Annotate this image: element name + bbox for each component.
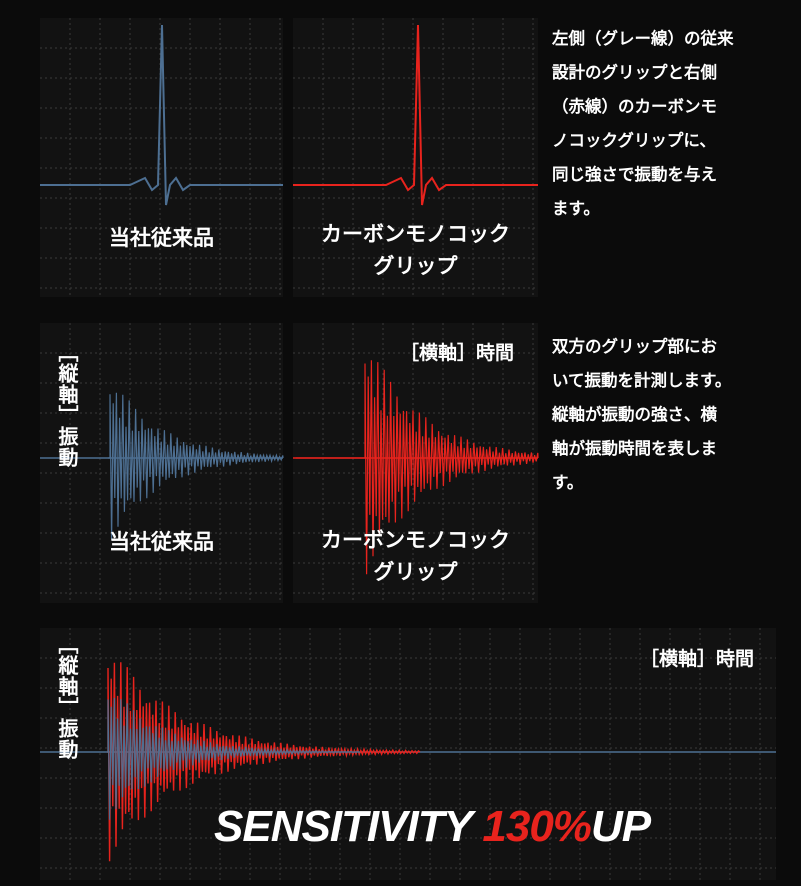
desc-line: ます。 xyxy=(552,199,600,218)
desc-line: 縦軸が振動の強さ、横 xyxy=(552,405,717,424)
desc-line: 設計のグリップと右側 xyxy=(552,63,717,82)
x-axis-label: ［横軸］時間 xyxy=(640,648,755,670)
desc-line: 同じ強さで振動を与え xyxy=(552,165,717,184)
desc-line: ノコックグリップに、 xyxy=(552,131,716,150)
left-label: 当社従来品 xyxy=(109,226,214,250)
red-wave xyxy=(296,360,539,575)
right-label: カーボンモノコック グリップ xyxy=(293,218,538,282)
desc-line: いて振動を計測します。 xyxy=(552,371,732,390)
panel xyxy=(40,323,283,603)
left-label: 当社従来品 xyxy=(109,530,214,554)
pulse-wave xyxy=(40,24,283,206)
y-axis-label: ［縦軸］振動 xyxy=(55,634,79,760)
label-line: グリップ xyxy=(373,560,458,584)
label-line: グリップ xyxy=(373,254,458,278)
headline: SENSITIVITY 130%UP xyxy=(214,802,651,852)
label-line: カーボンモノコック xyxy=(321,528,510,552)
headline-value: 130% xyxy=(482,802,592,851)
right-label: カーボンモノコック グリップ xyxy=(293,524,538,588)
pulse-wave xyxy=(293,24,538,206)
desc-line: 双方のグリップ部にお xyxy=(552,337,717,356)
x-axis-label: ［横軸］時間 xyxy=(400,342,515,364)
label-line: カーボンモノコック xyxy=(321,222,510,246)
desc-line: 左側（グレー線）の従来 xyxy=(552,29,734,48)
description: 左側（グレー線）の従来 設計のグリップと右側 （赤線）のカーボンモ ノコックグリ… xyxy=(552,22,734,226)
desc-line: （赤線）のカーボンモ xyxy=(552,97,717,116)
gray-wave xyxy=(107,697,361,820)
y-axis-label: ［縦軸］振動 xyxy=(55,342,79,468)
gray-wave xyxy=(108,392,284,541)
desc-line: 軸が振動時間を表しま xyxy=(552,439,717,458)
headline-text: SENSITIVITY xyxy=(214,802,472,851)
description: 双方のグリップ部にお いて振動を計測します。 縦軸が振動の強さ、横 軸が振動時間… xyxy=(552,330,731,500)
headline-suffix: UP xyxy=(590,802,651,851)
desc-line: す。 xyxy=(552,473,584,492)
